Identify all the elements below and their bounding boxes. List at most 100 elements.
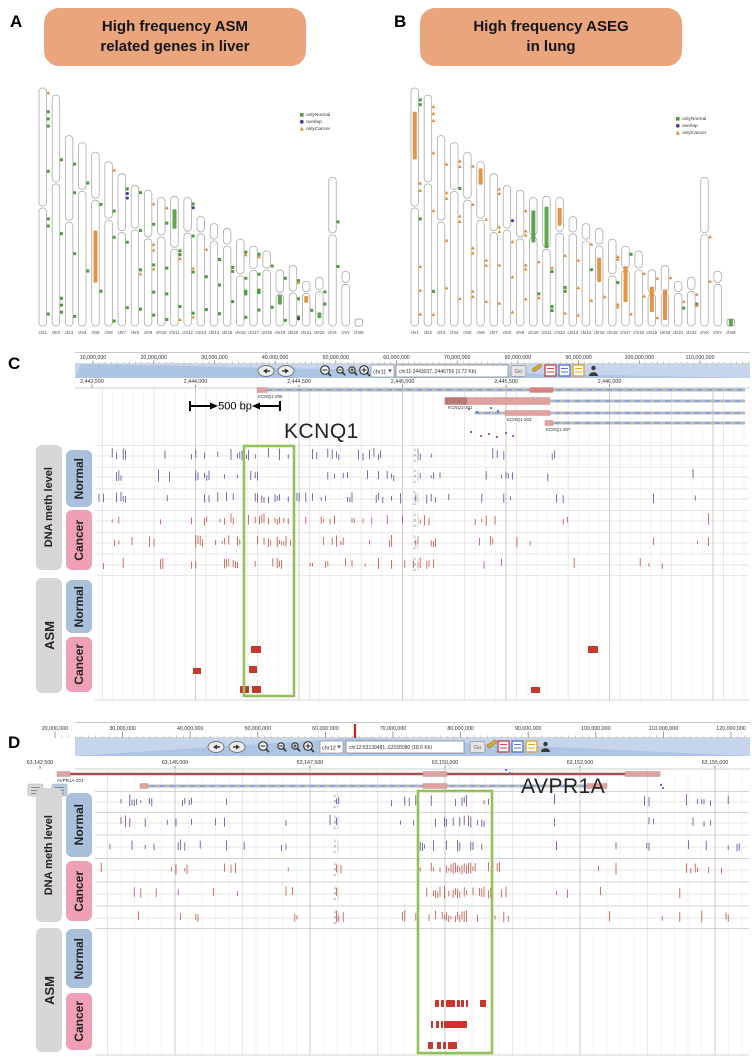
svg-text:chr11:2443037..2446756 (3.72 K: chr11:2443037..2446756 (3.72 Kb) — [399, 369, 477, 375]
tracks-red-icon[interactable] — [544, 364, 557, 377]
marker-bar — [649, 286, 654, 312]
chromosome-chr2: chr2 — [423, 94, 433, 335]
tracks-blue-icon[interactable] — [511, 740, 524, 753]
pan-right-button[interactable] — [228, 741, 246, 753]
svg-text:chr8: chr8 — [503, 330, 512, 335]
marker-bar — [531, 210, 536, 243]
chromosome-select[interactable]: chr12 — [319, 740, 344, 754]
svg-text:chr17: chr17 — [620, 330, 631, 335]
edit-pencil-icon[interactable] — [531, 363, 542, 373]
svg-text:1: 1 — [334, 814, 337, 819]
marker-bar — [304, 296, 309, 303]
tracks-yellow-icon[interactable] — [572, 364, 585, 377]
zoom-in-button[interactable] — [359, 365, 371, 377]
track-group-label-asm: ASM — [36, 928, 62, 1052]
scale-bar: 500 bp — [189, 401, 281, 413]
svg-text:10,000,000: 10,000,000 — [80, 355, 107, 361]
zoom-in-button[interactable] — [303, 741, 315, 753]
svg-text:50,000,000: 50,000,000 — [323, 355, 350, 361]
pan-right-button[interactable] — [277, 365, 295, 377]
svg-text:chr3: chr3 — [65, 330, 74, 335]
detail-ruler: 2,443,500 2,444,000 2,444,500 2,445,000 2,44… — [75, 379, 750, 389]
zoom-out-button[interactable] — [277, 742, 287, 752]
svg-text:63,152,500: 63,152,500 — [567, 760, 594, 766]
zoom-in-button[interactable] — [291, 742, 301, 752]
zoom-out-button[interactable] — [320, 365, 332, 377]
genome-browser-avpr1a: 20,000,000 30,000,000 40,000,000 50,000,000… — [27, 722, 750, 1056]
svg-text:1: 1 — [414, 447, 417, 452]
svg-text:chrY: chrY — [341, 330, 350, 335]
panel-a-letter: A — [10, 12, 23, 31]
track-group-label-dna-meth-level: DNA meth level — [36, 445, 62, 570]
marker-bar — [317, 312, 322, 319]
user-icon[interactable] — [589, 365, 598, 376]
svg-text:-1: -1 — [412, 501, 416, 506]
chromosome-chr12: chr12 — [182, 197, 194, 335]
edit-pencil-icon[interactable] — [486, 739, 497, 749]
svg-text:chr3: chr3 — [437, 330, 446, 335]
svg-text:onlyNormal: onlyNormal — [682, 116, 706, 122]
svg-text:120,000,000: 120,000,000 — [716, 726, 746, 732]
location-input[interactable]: chr12:63139481..63158080 (18.6 Kb) — [345, 740, 465, 754]
panel-b-letter: B — [394, 12, 407, 31]
svg-text:100,000,000: 100,000,000 — [625, 355, 655, 361]
user-icon[interactable] — [541, 741, 550, 752]
svg-text:90,000,000: 90,000,000 — [565, 355, 592, 361]
svg-text:chr13: chr13 — [196, 330, 207, 335]
tracks-yellow-icon[interactable] — [525, 740, 538, 753]
tracks-red-icon[interactable] — [497, 740, 510, 753]
svg-text:63,142,500: 63,142,500 — [27, 760, 54, 766]
svg-text:30,000,000: 30,000,000 — [109, 726, 136, 732]
marker-bar — [663, 289, 668, 320]
methylation-signal-tracks: 10-110-110-110-110-110-1 — [95, 793, 749, 925]
svg-text:chr14: chr14 — [209, 330, 220, 335]
track-label-normal: Normal — [66, 929, 92, 988]
chromosome-chr2: chr2 — [51, 94, 61, 335]
chromosome-chrX: chrX — [328, 176, 337, 335]
overview-ruler: 20,000,000 30,000,000 40,000,000 50,000,000… — [42, 724, 750, 740]
svg-text:chr22: chr22 — [314, 330, 325, 335]
go-button[interactable]: Go — [510, 365, 527, 377]
zoom-in-button[interactable] — [348, 366, 358, 376]
svg-text:-1: -1 — [412, 458, 416, 463]
chromosome-chr13: chr13 — [196, 216, 207, 335]
zoom-out-button[interactable] — [258, 741, 270, 753]
svg-text:Go: Go — [474, 745, 481, 751]
panel-b-title: High frequency ASEG in lung — [420, 8, 682, 66]
svg-text:KCNQ1-201: KCNQ1-201 — [448, 405, 473, 410]
chromosome-chrX: chrX — [700, 176, 709, 335]
svg-text:-1: -1 — [412, 479, 416, 484]
svg-text:chr8: chr8 — [131, 330, 140, 335]
chromosome-select[interactable]: chr11 — [370, 364, 395, 378]
panel-b-title-line2: in lung — [526, 38, 576, 55]
svg-text:0: 0 — [414, 453, 417, 458]
svg-text:-1: -1 — [412, 523, 416, 528]
svg-text:0: 0 — [414, 562, 417, 567]
svg-text:100,000,000: 100,000,000 — [581, 726, 611, 732]
svg-text:chr9: chr9 — [144, 330, 153, 335]
svg-text:1: 1 — [414, 556, 417, 561]
svg-text:500 bp: 500 bp — [218, 401, 252, 413]
zoom-out-button[interactable] — [336, 366, 346, 376]
track-label-cancer: Cancer — [66, 993, 92, 1050]
pan-left-button[interactable] — [257, 365, 275, 377]
chromosome-chr8: chr8 — [502, 185, 512, 335]
svg-text:2,443,500: 2,443,500 — [80, 379, 104, 385]
svg-text:-1: -1 — [412, 545, 416, 550]
svg-text:60,000,000: 60,000,000 — [312, 726, 339, 732]
tracks-blue-icon[interactable] — [558, 364, 571, 377]
svg-text:chr12:63139481..63158080 (18.6: chr12:63139481..63158080 (18.6 Kb) — [349, 745, 432, 751]
svg-text:chr4: chr4 — [450, 330, 459, 335]
svg-text:chr6: chr6 — [477, 330, 486, 335]
panel-a-title: High frequency ASM related genes in live… — [44, 8, 306, 66]
svg-text:-1: -1 — [332, 872, 336, 877]
location-input[interactable]: chr11:2443037..2446756 (3.72 Kb) — [395, 364, 509, 378]
chromosome-chr4: chr4 — [78, 142, 87, 335]
svg-text:chr19: chr19 — [275, 330, 286, 335]
svg-text:1: 1 — [414, 490, 417, 495]
svg-text:chrX: chrX — [700, 330, 709, 335]
svg-text:chr12: chr12 — [554, 330, 565, 335]
pan-left-button[interactable] — [207, 741, 225, 753]
go-button[interactable]: Go — [469, 741, 486, 753]
